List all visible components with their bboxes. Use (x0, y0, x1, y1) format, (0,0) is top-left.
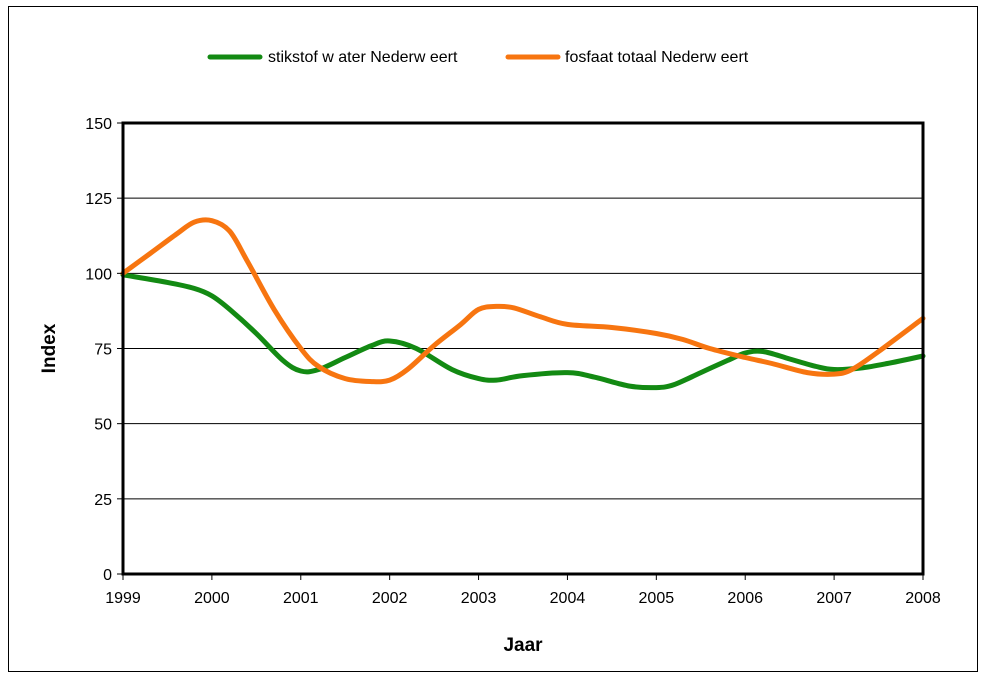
x-tick-label: 2002 (372, 590, 408, 607)
series-line-2 (120, 217, 926, 385)
y-tick-label: 150 (85, 116, 112, 133)
legend-label-1: stikstof w ater Nederw eert (268, 49, 458, 66)
x-tick-label: 2007 (816, 590, 852, 607)
y-axis-ticks: 0 25 50 75 100 125 150 (85, 116, 123, 584)
y-tick-label: 50 (94, 417, 112, 434)
x-tick-label: 2000 (194, 590, 230, 607)
x-tick-label: 1999 (105, 590, 141, 607)
x-tick-label: 2003 (461, 590, 497, 607)
y-tick-label: 75 (94, 342, 112, 359)
x-tick-label: 2008 (905, 590, 941, 607)
x-axis-title: Jaar (503, 635, 543, 656)
y-axis-title: Index (39, 323, 60, 373)
gridlines (123, 197, 923, 500)
x-tick-label: 2005 (639, 590, 675, 607)
x-tick-label: 2004 (550, 590, 586, 607)
y-tick-label: 125 (85, 191, 112, 208)
y-tick-label: 0 (103, 567, 112, 584)
y-tick-label: 25 (94, 492, 112, 509)
series-lines (120, 217, 926, 391)
legend: stikstof w ater Nederw eert fosfaat totaa… (207, 49, 749, 66)
y-tick-label: 100 (85, 266, 112, 283)
series-line-1 (120, 272, 926, 391)
x-axis-ticks: 1999 2000 2001 2002 2003 2004 2005 2006 2007 2008 (105, 574, 941, 607)
chart-frame: 0 25 50 75 100 125 150 1999 2000 2001 2002 2003 200… (8, 6, 978, 672)
x-tick-label: 2006 (727, 590, 763, 607)
x-tick-label: 2001 (283, 590, 319, 607)
legend-label-2: fosfaat totaal Nederw eert (565, 49, 749, 66)
line-chart: 0 25 50 75 100 125 150 1999 2000 2001 2002 2003 200… (39, 49, 941, 656)
